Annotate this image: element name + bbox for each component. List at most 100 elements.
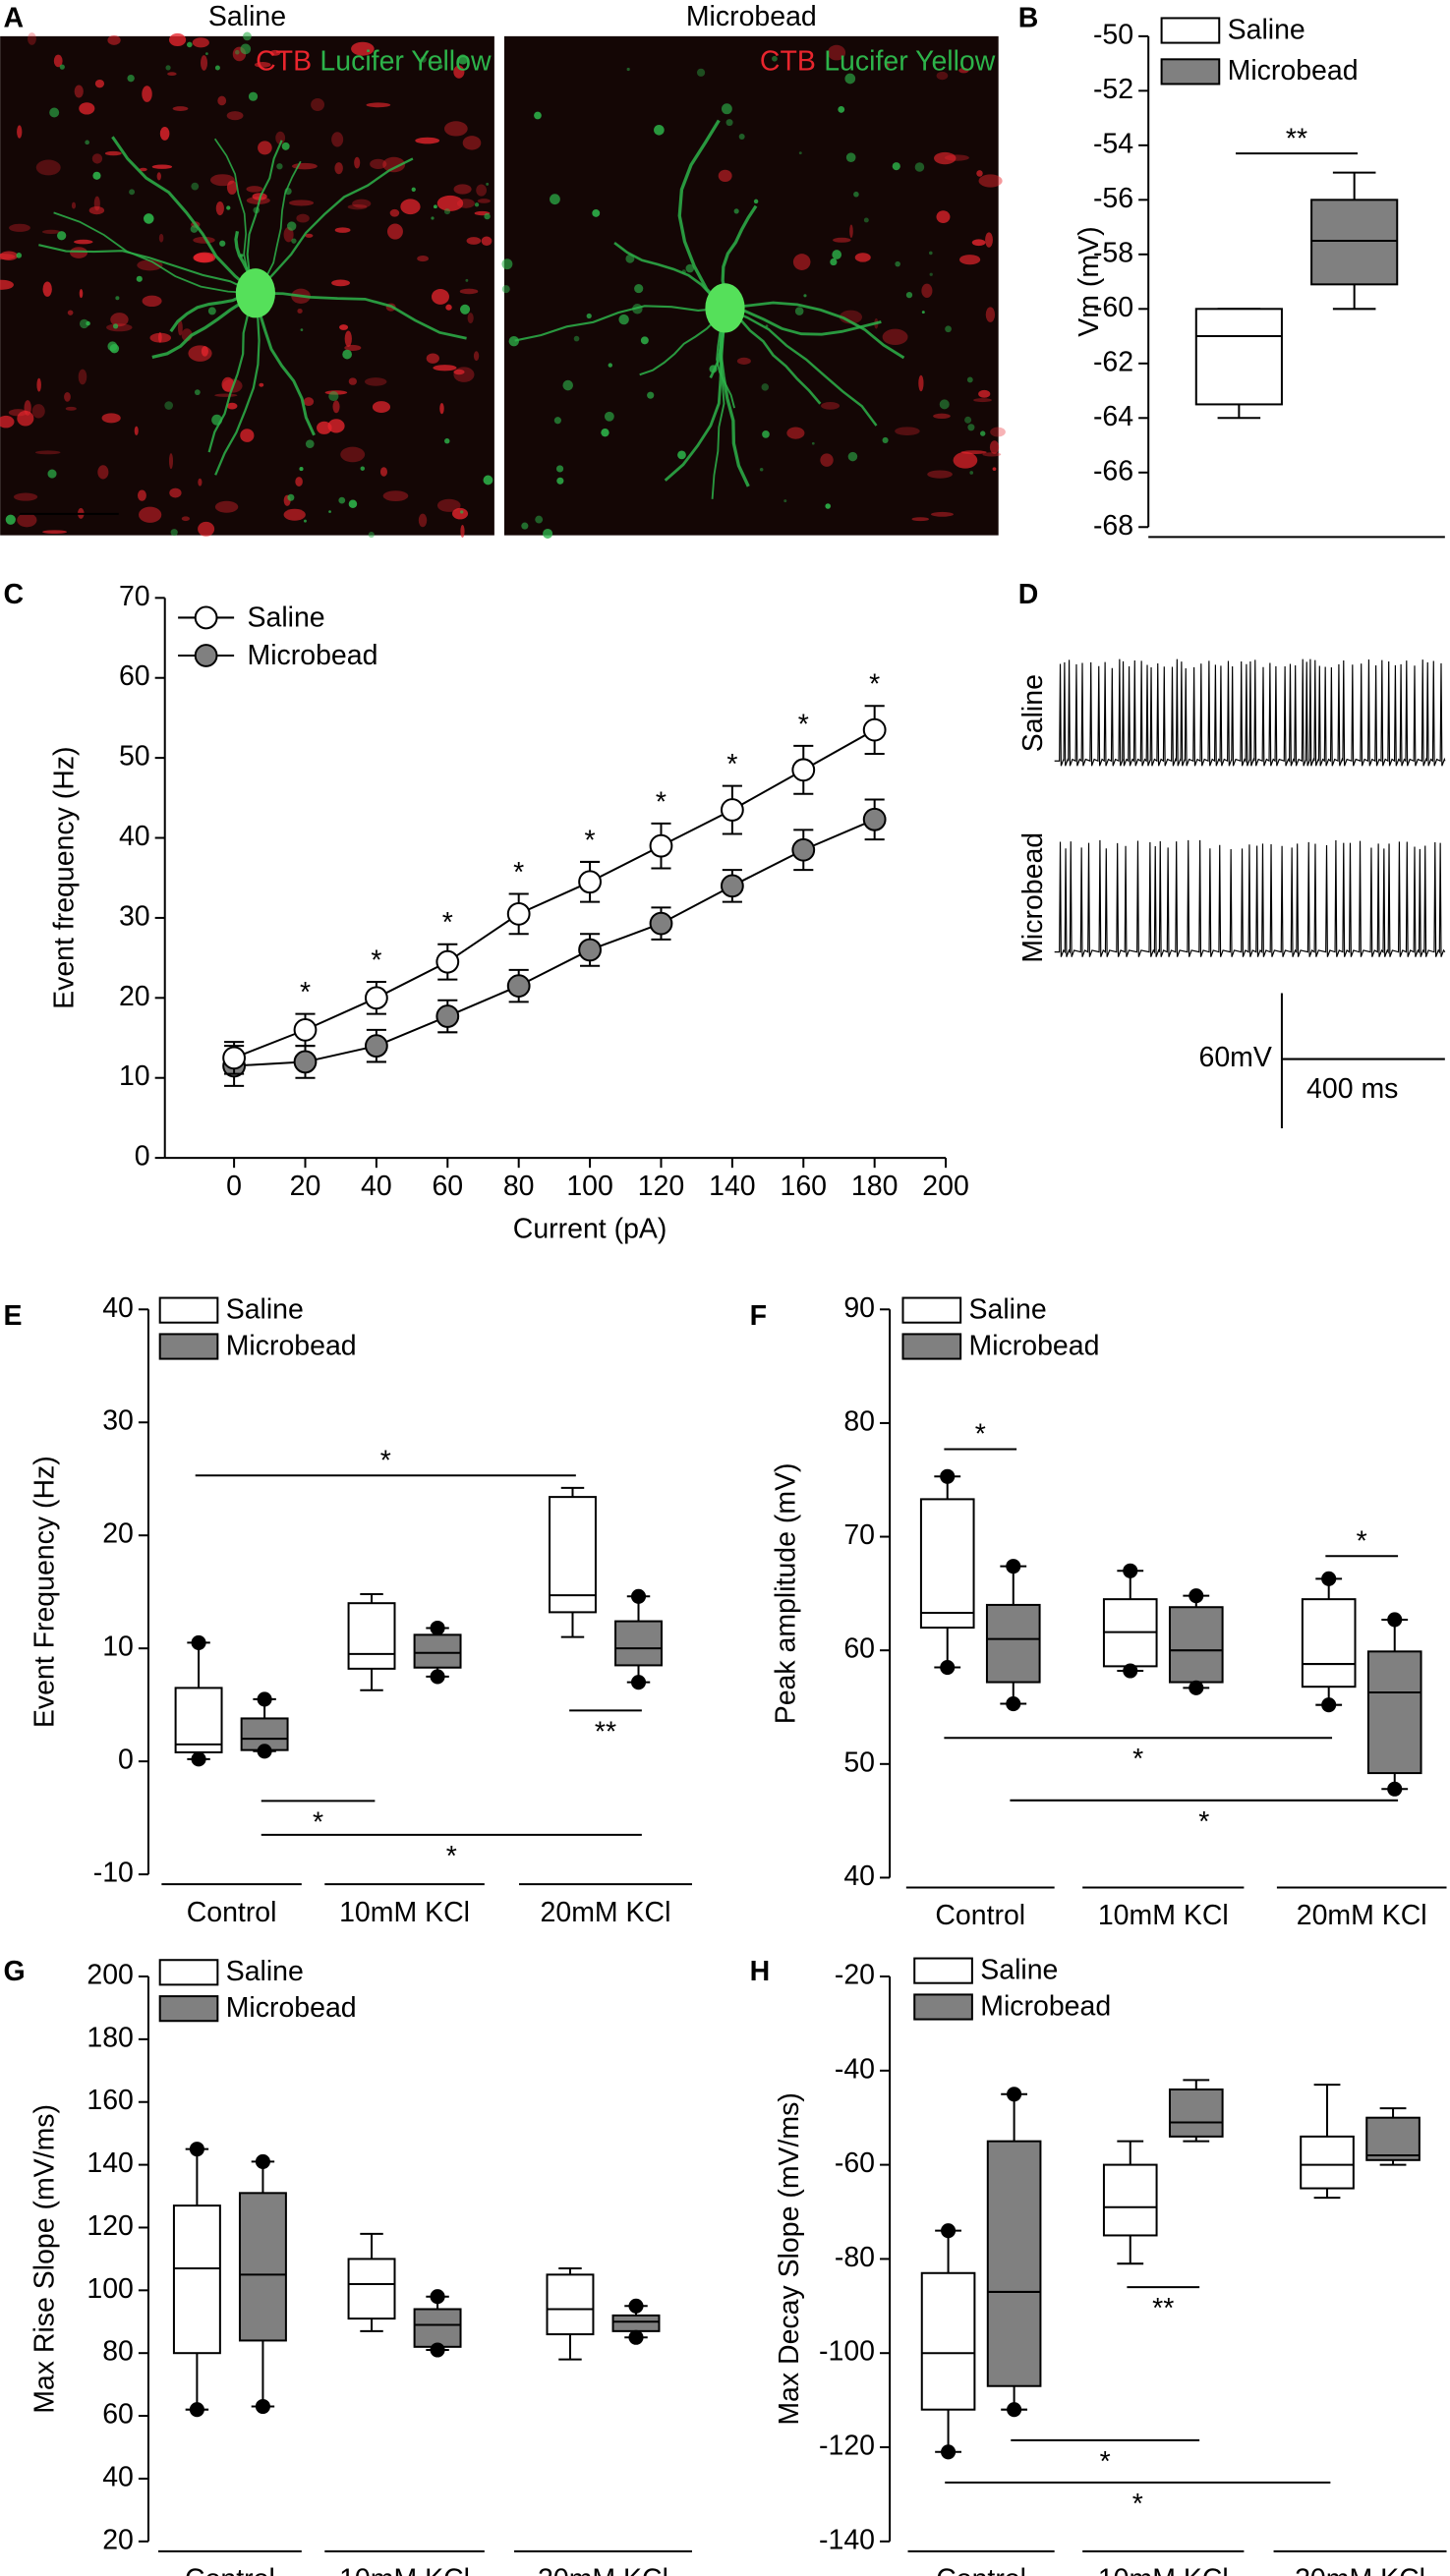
stain-spot (192, 37, 209, 48)
data-point (720, 874, 744, 898)
x-category-label: Control (185, 2564, 275, 2576)
stain-spot (847, 451, 858, 462)
stain-spot (921, 311, 925, 315)
stain-spot (303, 519, 307, 523)
stain-spot (821, 401, 841, 410)
stain-spot (93, 196, 100, 211)
y-axis-title: Event frequency (Hz) (49, 747, 81, 1009)
stain-name: CTB (760, 45, 816, 77)
stain-spot (433, 204, 437, 209)
box (413, 1633, 462, 1669)
x-category-label: 20mM KCl (1295, 2564, 1425, 2576)
y-tick-label: 200 (87, 1960, 134, 1991)
stain-spot (759, 467, 764, 472)
stain-spot (139, 506, 162, 523)
stain-spot (142, 295, 162, 308)
stain-spot (933, 413, 951, 419)
x-category-label: 20mM KCl (541, 1897, 671, 1928)
x-tick-label: 20 (290, 1171, 321, 1202)
stain-spot (460, 510, 464, 514)
y-tick-label: -100 (819, 2336, 875, 2368)
stain-spot (939, 399, 950, 410)
image-title: Saline (208, 1, 286, 32)
y-tick-label: -40 (835, 2053, 875, 2085)
stain-spot (798, 151, 802, 155)
stain-spot (417, 255, 429, 262)
stain-spot (88, 205, 105, 215)
stain-spot (794, 307, 804, 315)
stain-spot (59, 64, 65, 70)
legend-label: Microbead (1228, 55, 1359, 86)
stain-spot (338, 496, 346, 504)
panel-label: C (3, 579, 24, 610)
stain-spot (332, 400, 340, 414)
stain-spot (443, 208, 451, 215)
stain-spot (201, 346, 208, 357)
stain-spot (386, 223, 403, 240)
stain-spot (382, 490, 409, 502)
stain-spot (444, 437, 450, 444)
stain-name: Lucifer Yellow (319, 45, 492, 77)
stain-spot (934, 151, 957, 165)
dendrite (53, 211, 256, 295)
x-tick-label: 100 (566, 1171, 613, 1202)
stain-spot (618, 314, 629, 325)
data-point (862, 807, 887, 831)
stain-spot (291, 162, 318, 170)
box (919, 1498, 975, 1630)
stain-spot (738, 133, 745, 140)
stain-spot (275, 131, 286, 144)
box (1366, 1650, 1422, 1775)
legend-swatch (1160, 58, 1221, 86)
data-point (862, 717, 887, 742)
x-tick-label: 40 (361, 1171, 392, 1202)
stain-spot (389, 208, 400, 217)
legend-swatch (1160, 17, 1221, 44)
data-point (578, 870, 602, 894)
stain-spot (452, 507, 469, 520)
stain-spot (295, 477, 303, 487)
stain-spot (601, 428, 609, 437)
stain-spot (382, 156, 406, 173)
stain-spot (276, 163, 283, 170)
whisker-dot (1321, 1571, 1337, 1586)
stain-spot (958, 67, 969, 74)
legend-label: Microbead (980, 1990, 1111, 2022)
x-tick-label: 200 (922, 1171, 968, 1202)
stain-spot (929, 251, 933, 256)
y-tick-label: -120 (819, 2431, 875, 2462)
stain-spot (844, 73, 856, 85)
box (611, 2314, 661, 2332)
stain-spot (982, 452, 1002, 457)
stain-spot (168, 453, 174, 470)
stain-spot (654, 124, 665, 136)
panel-label: B (1018, 3, 1039, 34)
stain-spot (158, 233, 164, 243)
dendrite (255, 291, 467, 340)
y-tick-label: -58 (1093, 237, 1133, 268)
dendrite (725, 306, 882, 336)
legend-swatch (913, 1957, 973, 1984)
whisker-dot (940, 1468, 956, 1484)
y-tick-label: 50 (119, 741, 150, 773)
stain-spot (65, 406, 77, 411)
stain-spot (283, 227, 294, 243)
y-tick-label: 50 (843, 1746, 875, 1778)
stain-spot (129, 189, 136, 196)
stain-spot (685, 263, 695, 273)
stain-spot (460, 524, 465, 539)
stain-spot (115, 296, 120, 301)
whisker-dot (630, 1588, 647, 1604)
stain-spot (400, 199, 421, 215)
stain-spot (35, 159, 61, 176)
dendrite (613, 241, 726, 310)
whisker-dot (1189, 1588, 1204, 1604)
box (1301, 1598, 1357, 1689)
box (549, 1496, 597, 1614)
stain-spot (214, 500, 239, 513)
stain-spot (677, 450, 686, 460)
stain-spot (331, 132, 344, 147)
stain-spot (415, 137, 440, 144)
stain-spot (640, 336, 649, 345)
y-tick-label: -62 (1093, 346, 1133, 377)
